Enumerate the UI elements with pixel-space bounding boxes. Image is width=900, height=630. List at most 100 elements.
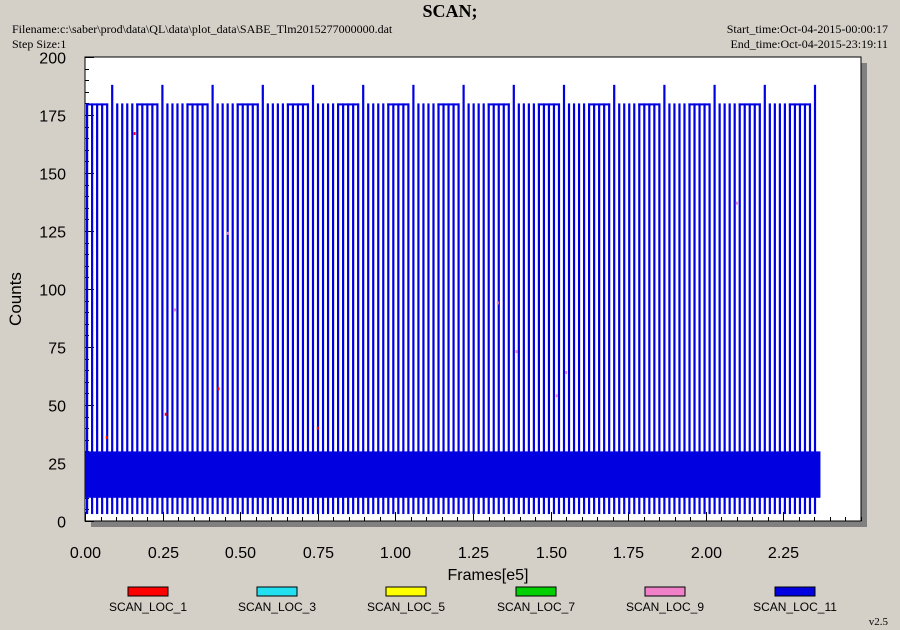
scan-loc-11-spike bbox=[673, 103, 676, 515]
scan-loc-11-spike bbox=[577, 103, 581, 515]
scan-loc-11-spike bbox=[572, 103, 576, 515]
scan-loc-11-spike bbox=[221, 103, 224, 515]
scan-loc-11-cap bbox=[186, 103, 209, 106]
scan-loc-11-spike bbox=[708, 103, 711, 515]
series-scan-loc-11 bbox=[85, 84, 821, 515]
scan-loc-11-spike bbox=[111, 84, 114, 515]
scan-loc-11-spike bbox=[452, 103, 455, 515]
scan-loc-11-spike bbox=[342, 103, 345, 515]
version-label: v2.5 bbox=[868, 616, 888, 628]
scan-loc-11-spike bbox=[196, 103, 199, 515]
scan-loc-11-spike bbox=[603, 103, 606, 515]
scan-loc-11-spike bbox=[658, 103, 661, 515]
x-tick-label: 2.25 bbox=[768, 545, 799, 562]
scan-loc-11-spike bbox=[161, 84, 164, 515]
scan-loc-11-spike bbox=[382, 103, 385, 515]
scan-loc-11-spike bbox=[377, 103, 380, 515]
scan-loc-11-spike bbox=[638, 103, 641, 515]
scan-loc-11-spike bbox=[537, 103, 540, 515]
scan-loc-11-spike bbox=[738, 103, 741, 515]
scan-loc-11-spike bbox=[141, 103, 144, 515]
scan-loc-11-spike bbox=[507, 103, 510, 515]
legend-swatch-scan-loc-5 bbox=[385, 586, 427, 597]
filename-label: Filename:c:\saber\prod\data\QL\data\plot… bbox=[12, 22, 393, 36]
y-tick-label: 25 bbox=[48, 457, 66, 474]
scan-loc-11-spike bbox=[176, 103, 179, 515]
point-scan-loc-1 bbox=[217, 387, 220, 391]
x-tick-label: 0.75 bbox=[303, 545, 334, 562]
scan-loc-11-spike bbox=[562, 84, 566, 515]
scan-loc-11-cap bbox=[487, 103, 510, 106]
scan-loc-11-spike bbox=[593, 103, 596, 515]
scan-loc-11-spike bbox=[527, 103, 530, 515]
scan-loc-11-spike bbox=[156, 103, 159, 515]
scan-loc-11-spike bbox=[743, 103, 746, 515]
scan-loc-11-spike bbox=[683, 103, 686, 515]
scan-loc-11-spike bbox=[236, 103, 239, 515]
scan-loc-11-spike bbox=[608, 103, 611, 515]
scan-loc-11-spike bbox=[352, 103, 355, 515]
scan-loc-11-spike bbox=[101, 103, 104, 515]
scan-loc-11-spike bbox=[813, 84, 817, 515]
scan-loc-11-spike bbox=[668, 103, 671, 515]
scan-loc-11-spike bbox=[442, 103, 445, 515]
scan-loc-11-cap bbox=[337, 103, 360, 106]
y-axis-label: Counts bbox=[6, 272, 25, 326]
scan-loc-11-spike bbox=[663, 84, 666, 515]
scan-loc-11-spike bbox=[271, 103, 274, 515]
scan-loc-11-spike bbox=[477, 103, 480, 515]
scan-loc-11-spike bbox=[713, 84, 716, 515]
scan-loc-11-spike bbox=[718, 103, 721, 515]
y-tick-label: 100 bbox=[39, 283, 66, 300]
scan-loc-11-spike bbox=[276, 103, 279, 515]
legend-label: SCAN_LOC_3 bbox=[238, 600, 316, 614]
scan-loc-11-spike bbox=[427, 103, 430, 515]
scan-loc-11-spike bbox=[91, 103, 94, 515]
point-scan-loc-9 bbox=[496, 301, 499, 305]
scan-loc-11-spike bbox=[688, 103, 691, 515]
scan-loc-11-spike bbox=[241, 103, 244, 515]
scan-loc-11-spike bbox=[412, 84, 415, 515]
point-scan-loc-1 bbox=[133, 132, 136, 136]
scan-loc-11-spike bbox=[306, 103, 310, 515]
point-scan-loc-1 bbox=[105, 435, 108, 439]
scan-loc-11-spike bbox=[678, 103, 681, 515]
scan-loc-11-spike bbox=[773, 103, 776, 515]
scan-loc-11-spike bbox=[261, 84, 264, 515]
scan-loc-11-spike bbox=[582, 103, 586, 515]
scan-loc-11-cap bbox=[537, 103, 560, 106]
scan-loc-11-spike bbox=[457, 103, 460, 515]
scan-loc-11-spike bbox=[131, 103, 134, 515]
scan-loc-11-spike bbox=[728, 103, 731, 515]
scan-loc-11-cap bbox=[688, 103, 711, 106]
scan-loc-11-spike bbox=[598, 103, 601, 515]
scan-loc-11-spike bbox=[321, 103, 325, 515]
scan-loc-11-spike bbox=[618, 103, 621, 515]
scan-loc-11-spike bbox=[256, 103, 259, 515]
y-tick-label: 0 bbox=[57, 515, 66, 532]
y-tick-label: 175 bbox=[39, 109, 66, 126]
y-tick-label: 50 bbox=[48, 399, 66, 416]
scan-loc-11-spike bbox=[768, 103, 771, 515]
scan-loc-11-spike bbox=[703, 103, 706, 515]
legend-swatch-scan-loc-1 bbox=[127, 586, 169, 597]
y-tick-label: 150 bbox=[39, 167, 66, 184]
scan-loc-11-spike bbox=[96, 103, 99, 515]
scan-loc-11-spike bbox=[206, 103, 209, 515]
y-tick-label: 200 bbox=[39, 51, 66, 68]
scan-loc-11-spike bbox=[467, 103, 470, 515]
y-tick-label: 125 bbox=[39, 225, 66, 242]
scan-loc-11-spike bbox=[121, 103, 124, 515]
scan-loc-11-spike bbox=[432, 103, 435, 515]
scan-loc-11-spike bbox=[758, 103, 761, 515]
scan-loc-11-cap bbox=[738, 103, 761, 106]
scan-loc-11-spike bbox=[126, 103, 129, 515]
scan-loc-11-spike bbox=[211, 84, 214, 515]
legend-label: SCAN_LOC_11 bbox=[753, 600, 837, 614]
scan-loc-11-spike bbox=[778, 103, 781, 515]
scan-loc-11-spike bbox=[387, 103, 390, 515]
scan-loc-11-spike bbox=[116, 103, 119, 515]
step-size-label: Step Size:1 bbox=[12, 37, 67, 51]
scan-loc-11-spike bbox=[798, 103, 802, 515]
scan-loc-11-spike bbox=[437, 103, 440, 515]
